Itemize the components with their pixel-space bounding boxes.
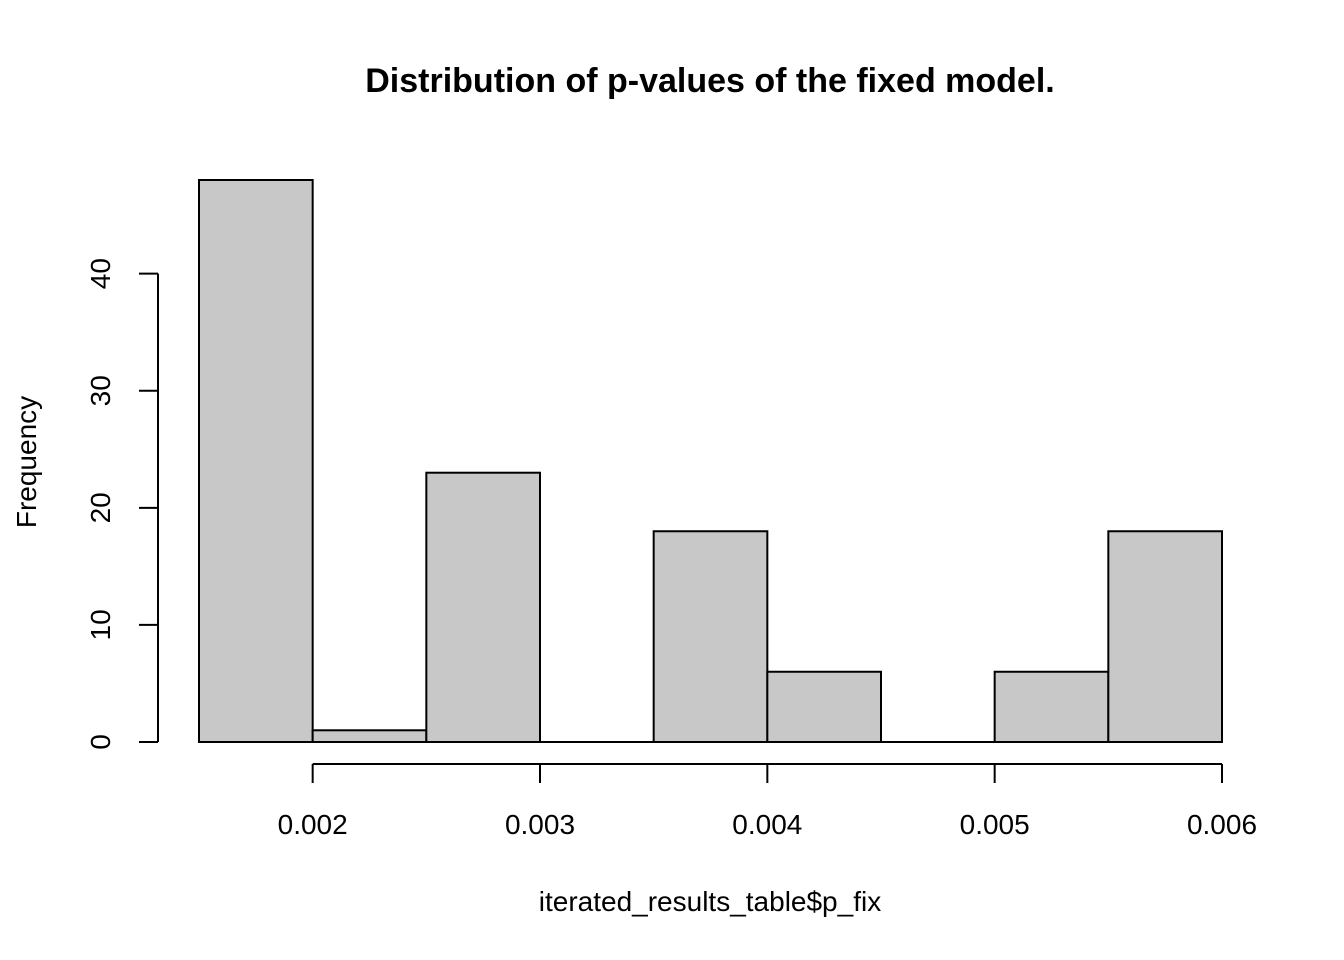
y-tick-label-0: 0 <box>85 734 116 750</box>
y-tick-label-3: 30 <box>85 375 116 406</box>
y-tick-label-2: 20 <box>85 492 116 523</box>
histogram-bar-0 <box>198 179 314 743</box>
x-tick-label-3: 0.005 <box>960 809 1030 840</box>
histogram-bar-2 <box>425 471 542 743</box>
x-tick-label-4: 0.006 <box>1187 809 1257 840</box>
y-axis: 0 10 20 30 40 <box>85 258 159 750</box>
x-axis: 0.002 0.003 0.004 0.005 0.006 <box>278 763 1257 840</box>
histogram-bar-1 <box>311 729 428 744</box>
bars <box>198 179 1224 744</box>
histogram-bar-4 <box>652 530 769 743</box>
y-axis-label: Frequency <box>11 396 42 528</box>
x-tick-label-0: 0.002 <box>278 809 348 840</box>
histogram-bar-7 <box>993 670 1110 743</box>
y-tick-label-4: 40 <box>85 258 116 289</box>
y-tick-label-1: 10 <box>85 609 116 640</box>
x-tick-label-1: 0.003 <box>505 809 575 840</box>
x-tick-label-2: 0.004 <box>732 809 802 840</box>
histogram-bar-8 <box>1107 530 1224 743</box>
chart-title: Distribution of p-values of the fixed mo… <box>365 62 1054 100</box>
x-axis-label: iterated_results_table$p_fix <box>539 886 881 917</box>
histogram-bar-5 <box>766 670 882 743</box>
